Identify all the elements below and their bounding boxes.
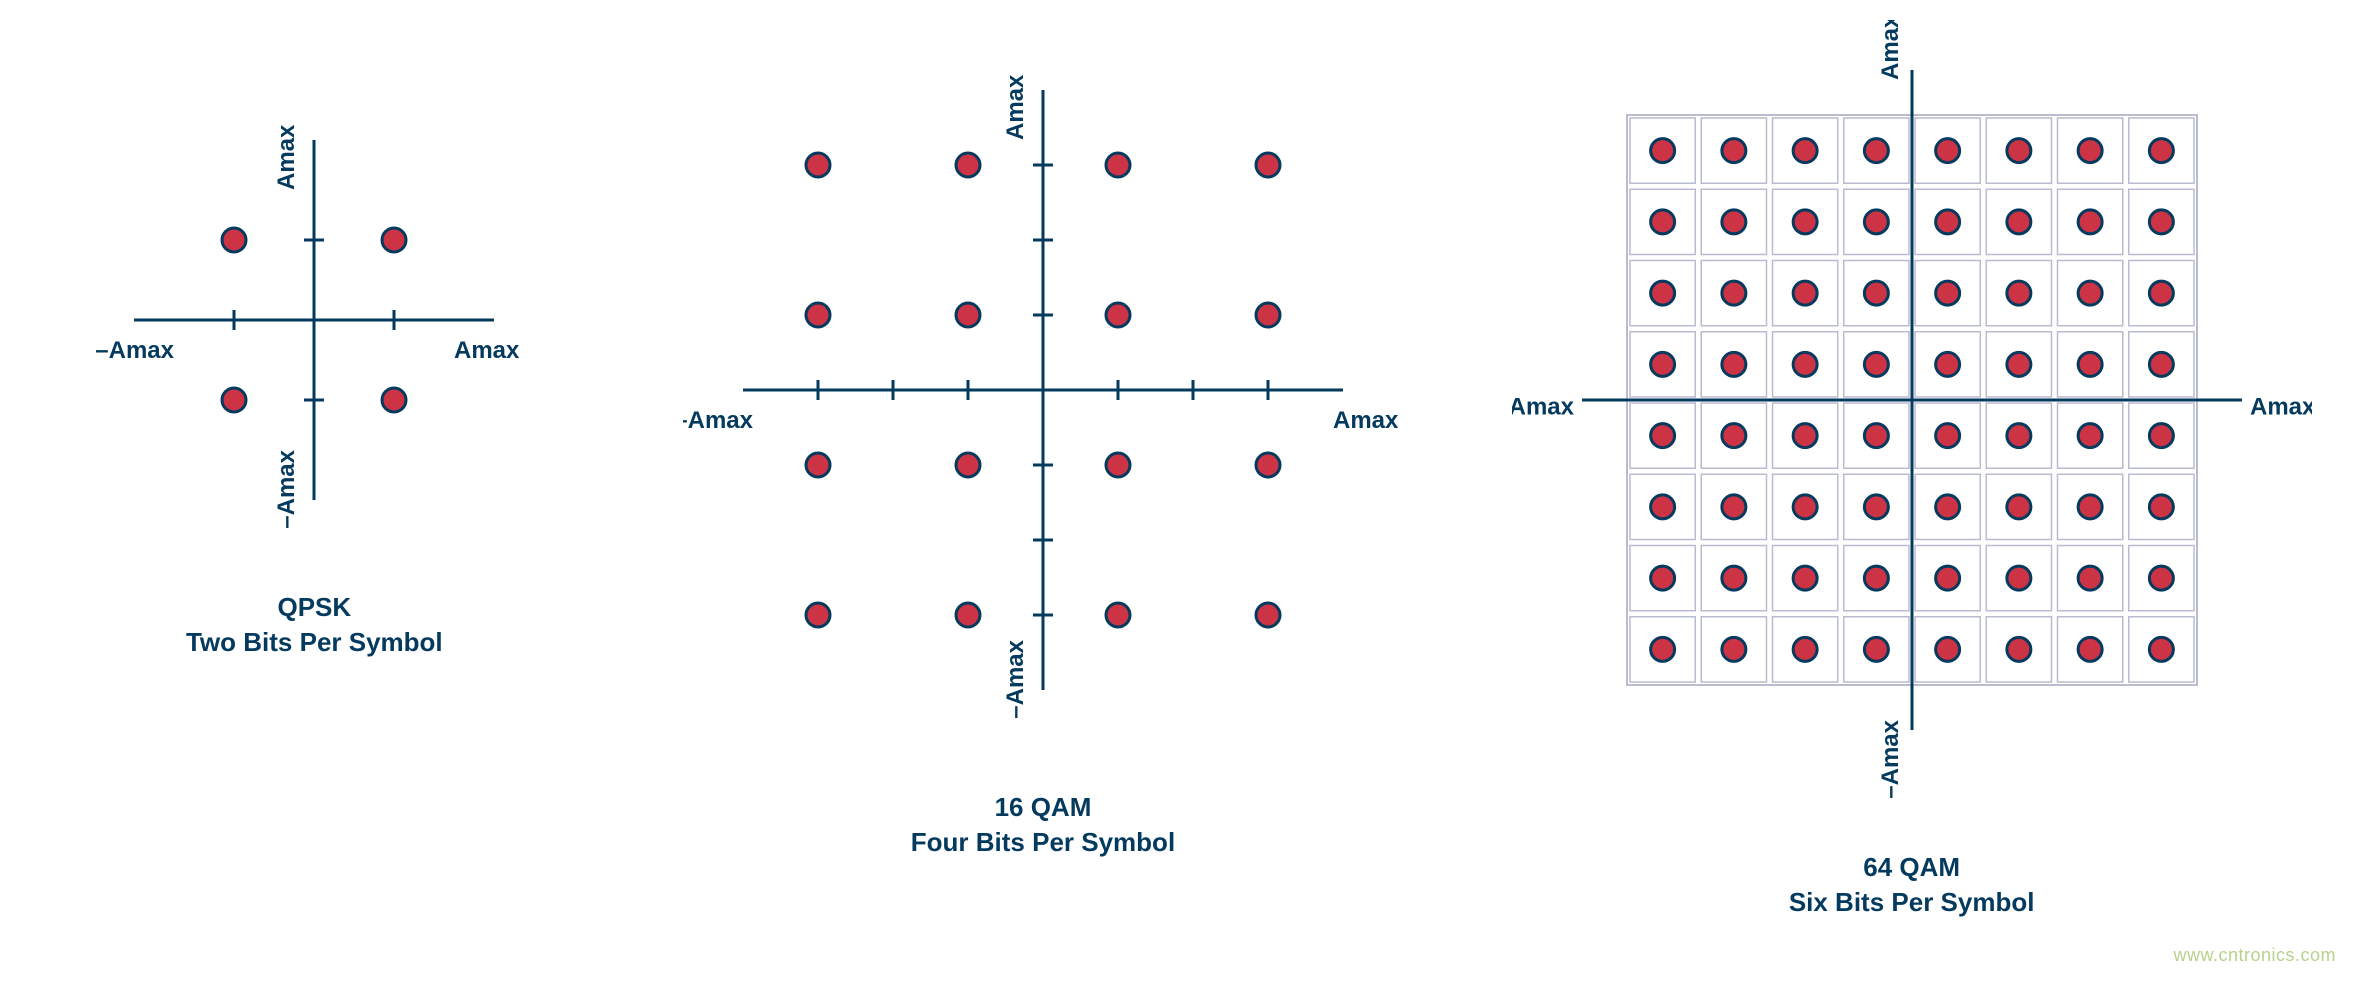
qpsk-title-line2: Two Bits Per Symbol: [186, 627, 443, 657]
figure-container: Amax –Amax Amax –Amax QPSK Two Bits Per Sym…: [0, 0, 2366, 984]
qpsk-title-line1: QPSK: [277, 592, 351, 622]
qam64-title-line2: Six Bits Per Symbol: [1789, 887, 2035, 917]
qpsk-constellation: Amax –Amax Amax –Amax: [54, 20, 574, 580]
svg-text:–Amax: –Amax: [273, 449, 300, 528]
qam64-caption: 64 QAM Six Bits Per Symbol: [1789, 850, 2035, 920]
qam16-title-line1: 16 QAM: [995, 792, 1092, 822]
watermark-text: www.cntronics.com: [2173, 945, 2336, 966]
svg-text:Amax: Amax: [1877, 20, 1904, 80]
qam16-caption: 16 QAM Four Bits Per Symbol: [911, 790, 1175, 860]
qpsk-caption: QPSK Two Bits Per Symbol: [186, 590, 443, 660]
qam64-panel: Amax –Amax Amax –Amax 64 QAM Six Bits Per S…: [1512, 20, 2312, 920]
svg-text:–Amax: –Amax: [1877, 719, 1904, 798]
svg-text:–Amax: –Amax: [96, 337, 175, 364]
qam16-constellation: Amax –Amax Amax –Amax: [683, 20, 1403, 780]
panel-row: Amax –Amax Amax –Amax QPSK Two Bits Per Sym…: [0, 0, 2366, 900]
svg-text:Amax: Amax: [273, 124, 300, 190]
svg-text:Amax: Amax: [2250, 393, 2312, 420]
qam64-constellation: Amax –Amax Amax –Amax: [1512, 20, 2312, 840]
svg-text:Amax: Amax: [1333, 407, 1399, 434]
qam16-panel: Amax –Amax Amax –Amax 16 QAM Four Bits Per …: [683, 20, 1403, 860]
svg-text:Amax: Amax: [454, 337, 520, 364]
qam64-title-line1: 64 QAM: [1863, 852, 1960, 882]
svg-text:–Amax: –Amax: [1002, 639, 1029, 718]
svg-text:Amax: Amax: [1002, 74, 1029, 140]
qam16-title-line2: Four Bits Per Symbol: [911, 827, 1175, 857]
svg-text:–Amax: –Amax: [1512, 393, 1575, 420]
svg-text:–Amax: –Amax: [683, 407, 754, 434]
qpsk-panel: Amax –Amax Amax –Amax QPSK Two Bits Per Sym…: [54, 20, 574, 660]
